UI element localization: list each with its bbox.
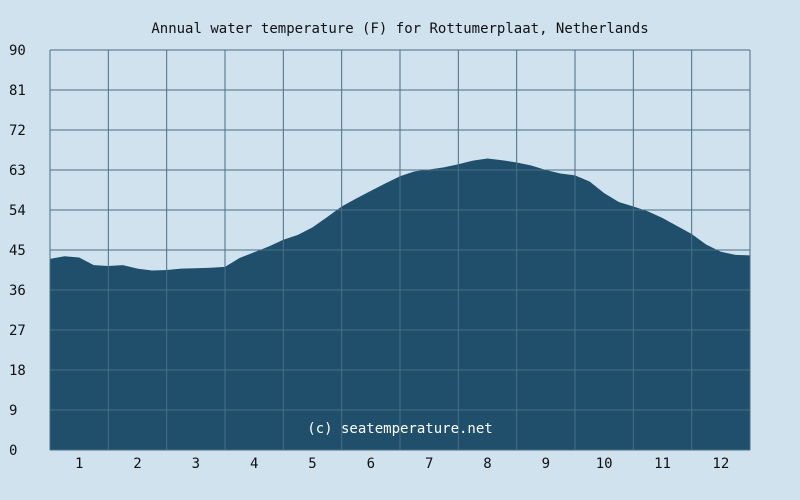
y-tick-label: 45 [9, 243, 26, 259]
y-tick-label: 54 [9, 203, 26, 219]
y-tick-label: 81 [9, 83, 26, 99]
x-tick-label: 5 [308, 456, 316, 472]
x-tick-label: 12 [712, 456, 729, 472]
x-tick-label: 10 [596, 456, 613, 472]
x-tick-label: 2 [133, 456, 141, 472]
x-tick-label: 1 [75, 456, 83, 472]
x-tick-label: 11 [654, 456, 671, 472]
y-tick-label: 27 [9, 323, 26, 339]
x-tick-label: 3 [192, 456, 200, 472]
grid-layer [49, 49, 751, 451]
x-tick-label: 6 [367, 456, 375, 472]
y-tick-label: 63 [9, 163, 26, 179]
x-tick-label: 4 [250, 456, 258, 472]
x-tick-label: 7 [425, 456, 433, 472]
text-layer: Annual water temperature (F) for Rottume… [9, 21, 729, 472]
y-tick-label: 36 [9, 283, 26, 299]
watermark-text: (c) seatemperature.net [307, 421, 492, 437]
y-tick-label: 72 [9, 123, 26, 139]
y-tick-label: 90 [9, 43, 26, 59]
chart-title: Annual water temperature (F) for Rottume… [151, 21, 648, 37]
y-tick-label: 18 [9, 363, 26, 379]
y-tick-label: 9 [9, 403, 17, 419]
x-tick-label: 9 [542, 456, 550, 472]
x-tick-label: 8 [483, 456, 491, 472]
y-tick-label: 0 [9, 443, 17, 459]
